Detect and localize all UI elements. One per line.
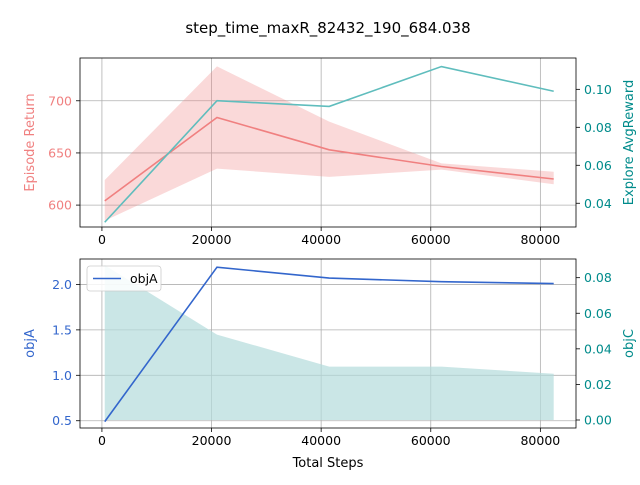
bottom-x-tick-label: 20000 bbox=[192, 433, 232, 448]
top-right-y-tick-label: 0.04 bbox=[584, 196, 612, 211]
bottom-right-y-tick-label: 0.00 bbox=[584, 412, 612, 427]
bottom-left-y-tick-label: 2.0 bbox=[52, 277, 72, 292]
bottom-left-y-tick-label: 0.5 bbox=[52, 413, 72, 428]
top-x-tick-label: 40000 bbox=[301, 232, 341, 247]
bottom-x-axis-label: Total Steps bbox=[292, 456, 364, 471]
top-line-series-right bbox=[104, 65, 554, 223]
top-right-y-tick-label: 0.08 bbox=[584, 120, 612, 135]
top-x-tick-label: 0 bbox=[98, 232, 106, 247]
bottom-right-y-tick-label: 0.02 bbox=[584, 377, 612, 392]
top-left-y-tick-label: 600 bbox=[48, 198, 72, 213]
bottom-right-y-tick-label: 0.06 bbox=[584, 306, 612, 321]
bottom-panel: 0 20000 40000 60000 80000 0.5 1.0 1.5 2.0 0.00 0.0… bbox=[23, 258, 637, 471]
top-x-tick-label: 60000 bbox=[411, 232, 451, 247]
bottom-area-series bbox=[104, 265, 554, 420]
top-panel: 0 20000 40000 60000 80000 600 650 700 0.04 0.06 0.… bbox=[23, 57, 637, 247]
top-left-y-tick-label: 650 bbox=[48, 145, 72, 160]
bottom-x-tick-label: 40000 bbox=[301, 433, 341, 448]
bottom-x-tick-label: 80000 bbox=[520, 433, 560, 448]
top-axes-frame bbox=[79, 57, 577, 228]
top-left-axis-label: Episode Return bbox=[23, 93, 38, 191]
bottom-left-y-tick-label: 1.0 bbox=[52, 368, 72, 383]
legend-box bbox=[86, 265, 162, 292]
top-line-series-left bbox=[104, 116, 554, 202]
bottom-left-y-tick-label: 1.5 bbox=[52, 322, 72, 337]
bottom-right-y-tick-label: 0.08 bbox=[584, 270, 612, 285]
top-right-y-tick-label: 0.06 bbox=[584, 158, 612, 173]
legend-label: objA bbox=[130, 271, 158, 286]
top-x-tick-label: 20000 bbox=[192, 232, 232, 247]
bottom-x-tick-label: 0 bbox=[98, 433, 106, 448]
top-x-tick-label: 80000 bbox=[520, 232, 560, 247]
top-right-axis-label: Explore AvgReward bbox=[622, 80, 637, 205]
bottom-right-y-tick-label: 0.04 bbox=[584, 341, 612, 356]
figure-title: step_time_maxR_82432_190_684.038 bbox=[185, 19, 470, 38]
bottom-left-axis-label: objA bbox=[23, 329, 38, 358]
bottom-right-axis-label: objC bbox=[622, 329, 637, 358]
top-left-y-tick-label: 700 bbox=[48, 93, 72, 108]
bottom-line-series-left bbox=[104, 266, 554, 423]
top-right-y-tick-label: 0.10 bbox=[584, 82, 612, 97]
bottom-axes-frame bbox=[79, 258, 577, 429]
top-confidence-band bbox=[104, 66, 554, 221]
bottom-x-tick-label: 60000 bbox=[411, 433, 451, 448]
